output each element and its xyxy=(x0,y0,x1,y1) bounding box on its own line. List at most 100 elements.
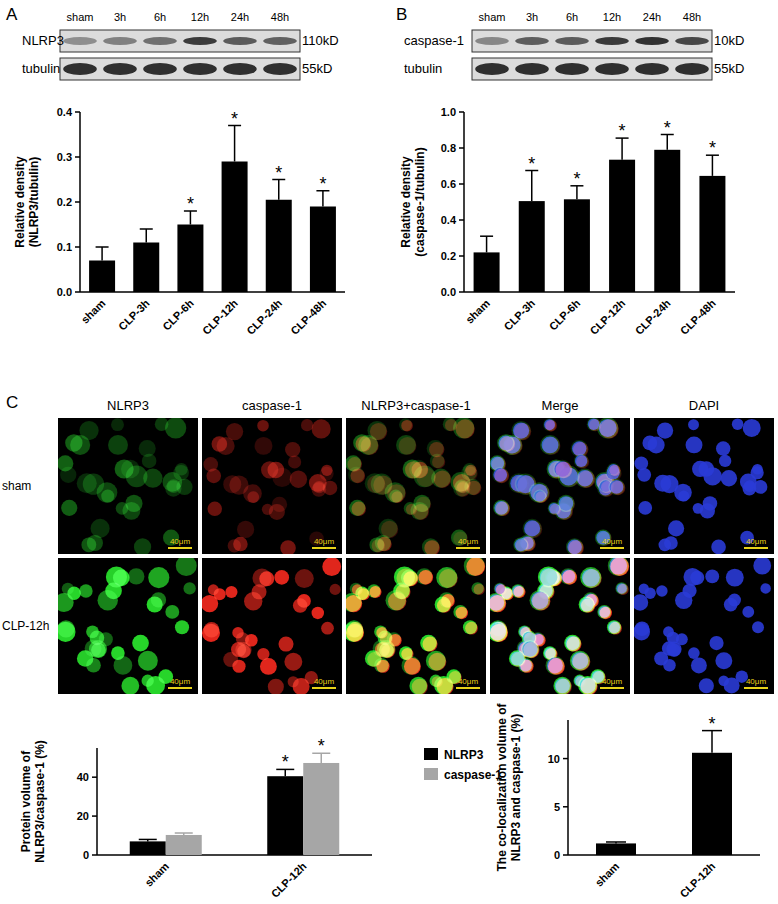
green-signal xyxy=(422,538,439,554)
red-signal xyxy=(293,598,307,612)
red-signal xyxy=(372,539,385,552)
blot-band xyxy=(475,63,509,75)
green-signal xyxy=(128,568,144,584)
y-tick-label: 10 xyxy=(548,753,560,765)
bar xyxy=(564,199,590,292)
y-tick-label: 0 xyxy=(554,849,560,861)
nucleus xyxy=(716,441,730,455)
green-signal xyxy=(58,593,74,612)
green-signal xyxy=(494,583,506,595)
blot-band xyxy=(635,37,669,45)
y-tick-label: 0.0 xyxy=(441,286,456,298)
green-signal xyxy=(608,558,629,576)
green-signal xyxy=(176,558,197,576)
blot-band xyxy=(143,37,177,45)
nucleus xyxy=(699,678,714,693)
error-stem xyxy=(146,229,148,243)
blot-band xyxy=(223,37,257,45)
green-signal xyxy=(553,677,571,694)
green-signal xyxy=(420,635,437,652)
green-signal xyxy=(513,537,528,552)
red-signal xyxy=(494,469,509,484)
nucleus xyxy=(688,419,699,430)
red-signal xyxy=(268,462,285,479)
green-signal xyxy=(521,640,539,658)
blot-band xyxy=(183,37,217,45)
nucleus xyxy=(703,496,718,511)
green-signal xyxy=(350,583,362,595)
red-signal xyxy=(456,607,468,619)
green-signal xyxy=(97,482,118,503)
bars xyxy=(130,753,340,855)
green-signal xyxy=(580,567,601,588)
red-signal xyxy=(369,586,381,598)
nucleus xyxy=(709,636,723,650)
image-column-label: caspase-1 xyxy=(242,398,302,413)
red-signal xyxy=(610,558,629,576)
error-bar xyxy=(702,731,722,753)
error-bar xyxy=(96,247,109,261)
bars xyxy=(596,731,732,855)
green-signal xyxy=(511,584,524,597)
red-signal xyxy=(262,504,273,515)
lane-label: 48h xyxy=(271,11,289,23)
lane-label: 12h xyxy=(191,11,209,23)
blot-strip xyxy=(60,58,300,80)
green-signal xyxy=(615,582,627,594)
bar xyxy=(266,200,292,292)
red-signal xyxy=(418,570,433,585)
scale-bar xyxy=(744,547,768,549)
green-signal xyxy=(175,463,187,475)
scale-bar-label: 40μm xyxy=(458,537,479,546)
scale-bar xyxy=(456,687,480,689)
red-signal xyxy=(255,437,273,455)
green-signal xyxy=(574,454,589,469)
image-background xyxy=(346,418,486,554)
green-signal xyxy=(176,479,192,495)
red-signal xyxy=(208,502,222,516)
bars xyxy=(89,126,336,293)
nucleus xyxy=(742,606,754,618)
red-signal xyxy=(346,595,362,612)
nucleus xyxy=(693,503,704,514)
nucleus xyxy=(666,641,681,656)
significance-mark: * xyxy=(275,163,282,183)
red-signal xyxy=(609,622,622,635)
image-background xyxy=(58,558,198,694)
red-signal xyxy=(578,471,595,488)
green-signal xyxy=(608,479,624,495)
green-signal xyxy=(60,467,76,483)
green-signal xyxy=(464,479,480,495)
scale-bar-label: 40μm xyxy=(458,677,479,686)
lane-label: 12h xyxy=(603,11,621,23)
micrograph xyxy=(490,558,630,694)
scale-bar xyxy=(600,547,624,549)
y-axis-label: Relative density xyxy=(399,156,413,248)
green-signal xyxy=(396,435,416,455)
blot-size-label: 10kD xyxy=(714,33,744,48)
red-signal xyxy=(202,624,220,642)
error-cap xyxy=(175,832,193,834)
green-signal xyxy=(546,656,565,675)
lane-label: 24h xyxy=(231,11,249,23)
image-background xyxy=(634,418,774,554)
blot-band xyxy=(555,37,589,45)
bar xyxy=(222,162,248,293)
bar xyxy=(89,261,115,293)
blot-size-label: 110kD xyxy=(302,33,339,48)
green-signal xyxy=(108,435,128,455)
green-signal xyxy=(436,567,457,588)
error-bar xyxy=(606,842,626,843)
green-signal xyxy=(348,467,364,483)
lane-label: sham xyxy=(479,11,506,23)
blot-band xyxy=(63,63,97,75)
red-signal xyxy=(465,622,478,635)
green-signal xyxy=(121,677,139,694)
red-signal xyxy=(274,570,289,585)
blot-size-label: 55kD xyxy=(302,61,332,76)
nucleus xyxy=(678,491,689,502)
blot-band xyxy=(263,63,297,75)
green-signal xyxy=(142,454,157,469)
image-column-label: DAPI xyxy=(689,398,719,413)
green-signal xyxy=(543,418,556,431)
